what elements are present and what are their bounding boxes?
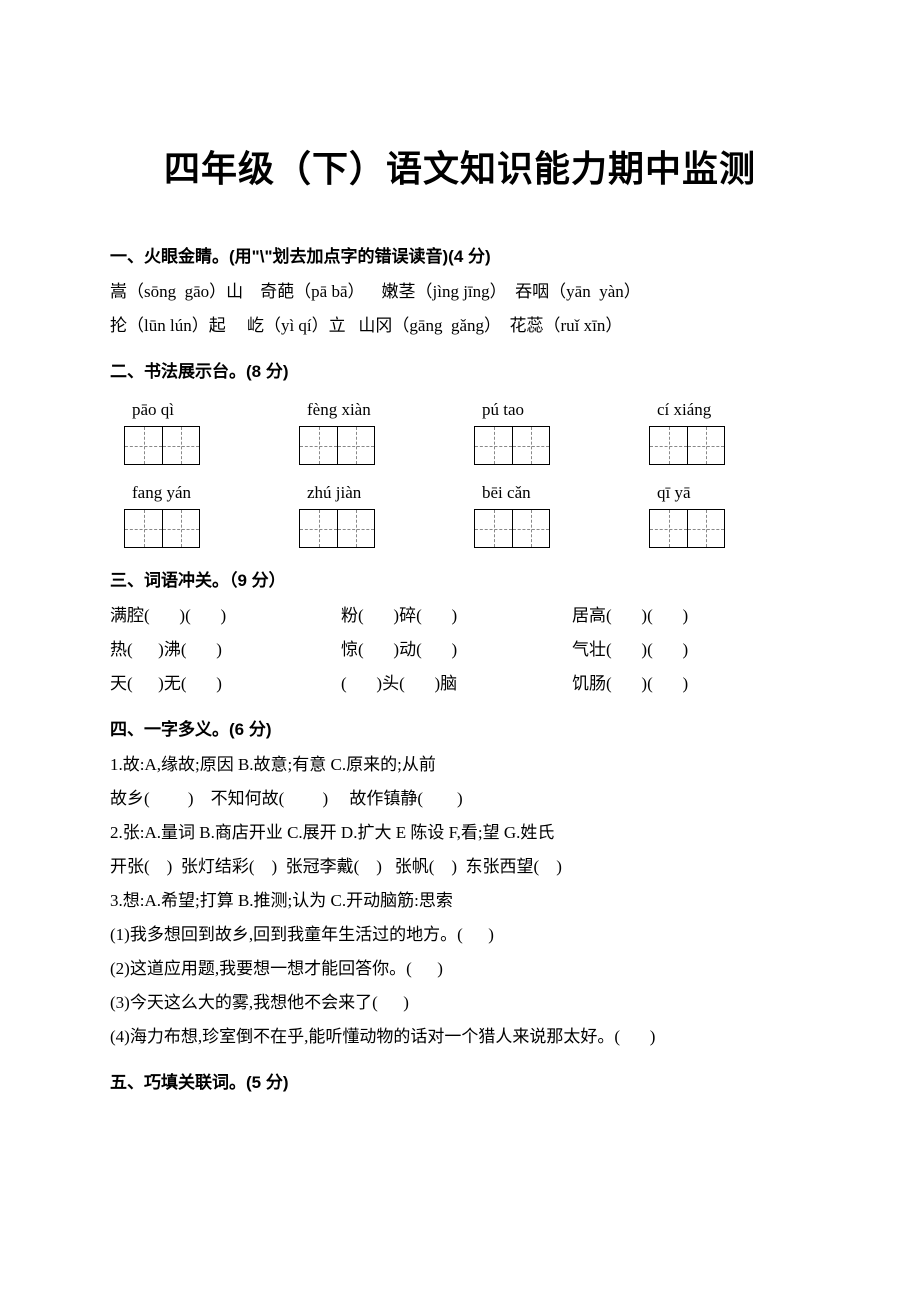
section1-line1: 嵩（sōng gāo）山 奇葩（pā bā） 嫩茎（jìng jīng） 吞咽（… <box>110 275 810 309</box>
section4-q1-stem: 1.故:A,缘故;原因 B.故意;有意 C.原来的;从前 <box>110 748 810 782</box>
section2-head: 二、书法展示台。(8 分) <box>110 357 810 382</box>
tianzige-box <box>299 426 375 465</box>
pinyin-label: zhú jiàn <box>285 483 460 503</box>
pinyin-label: qī yā <box>635 483 810 503</box>
section4-head: 四、一字多义。(6 分) <box>110 715 810 740</box>
section3-cell: 满腔( )( ) <box>110 599 341 633</box>
section3-cell: 天( )无( ) <box>110 667 341 701</box>
section3-cell: 惊( )动( ) <box>341 633 572 667</box>
tianzige-row-2 <box>110 509 810 548</box>
section3-row: 热( )沸( ) 惊( )动( ) 气壮( )( ) <box>110 633 810 667</box>
section3-cell: 粉( )碎( ) <box>341 599 572 633</box>
tianzige-box <box>474 509 550 548</box>
section4-q1-items: 故乡( ) 不知何故( ) 故作镇静( ) <box>110 782 810 816</box>
tianzige-box <box>299 509 375 548</box>
section3-cell: 热( )沸( ) <box>110 633 341 667</box>
pinyin-row-2: fang yán zhú jiàn bēi cǎn qī yā <box>110 483 810 503</box>
pinyin-label: cí xiáng <box>635 400 810 420</box>
section3-cell: 饥肠( )( ) <box>572 667 803 701</box>
section4-q3-1: (1)我多想回到故乡,回到我童年生活过的地方。( ) <box>110 918 810 952</box>
pinyin-row-1: pāo qì fèng xiàn pú tao cí xiáng <box>110 400 810 420</box>
pinyin-label: fang yán <box>110 483 285 503</box>
section3-cell: 居高( )( ) <box>572 599 803 633</box>
tianzige-row-1 <box>110 426 810 465</box>
section3-head: 三、词语冲关。（9 分） <box>110 566 810 591</box>
tianzige-box <box>649 509 725 548</box>
tianzige-box <box>649 426 725 465</box>
section4-q2-items: 开张( ) 张灯结彩( ) 张冠李戴( ) 张帆( ) 东张西望( ) <box>110 850 810 884</box>
section3-row: 满腔( )( ) 粉( )碎( ) 居高( )( ) <box>110 599 810 633</box>
tianzige-box <box>124 426 200 465</box>
pinyin-label: fèng xiàn <box>285 400 460 420</box>
pinyin-label: pú tao <box>460 400 635 420</box>
section3-cell: ( )头( )脑 <box>341 667 572 701</box>
section4-q3-stem: 3.想:A.希望;打算 B.推测;认为 C.开动脑筋:思索 <box>110 884 810 918</box>
section4-q3-2: (2)这道应用题,我要想一想才能回答你。( ) <box>110 952 810 986</box>
section3-row: 天( )无( ) ( )头( )脑 饥肠( )( ) <box>110 667 810 701</box>
section1-head: 一、火眼金睛。(用"\"划去加点字的错误读音)(4 分) <box>110 242 810 267</box>
page-title: 四年级（下）语文知识能力期中监测 <box>110 140 810 192</box>
section5-head: 五、巧填关联词。(5 分) <box>110 1068 810 1093</box>
section4-q3-3: (3)今天这么大的雾,我想他不会来了( ) <box>110 986 810 1020</box>
tianzige-box <box>474 426 550 465</box>
section4-q2-stem: 2.张:A.量词 B.商店开业 C.展开 D.扩大 E 陈设 F,看;望 G.姓… <box>110 816 810 850</box>
pinyin-label: bēi cǎn <box>460 483 635 503</box>
section1-line2: 抡（lūn lún）起 屹（yì qí）立 山冈（gāng gǎng） 花蕊（r… <box>110 309 810 343</box>
tianzige-box <box>124 509 200 548</box>
section4-q3-4: (4)海力布想,珍室倒不在乎,能听懂动物的话对一个猎人来说那太好。( ) <box>110 1020 810 1054</box>
section3-cell: 气壮( )( ) <box>572 633 803 667</box>
page: 四年级（下）语文知识能力期中监测 一、火眼金睛。(用"\"划去加点字的错误读音)… <box>0 0 920 1302</box>
pinyin-label: pāo qì <box>110 400 285 420</box>
